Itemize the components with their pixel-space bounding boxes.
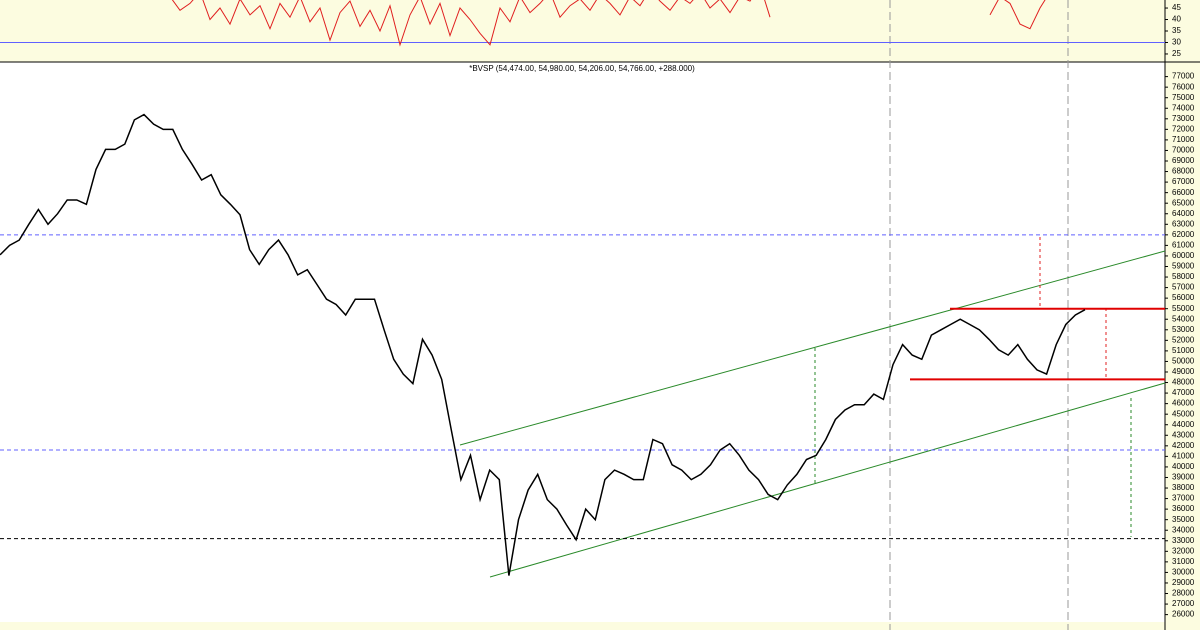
y-tick-label: 35 (1172, 26, 1181, 35)
y-tick-label: 51000 (1172, 346, 1195, 355)
y-tick-label: 63000 (1172, 219, 1195, 228)
y-tick-label: 56000 (1172, 293, 1195, 302)
y-tick-label: 65000 (1172, 198, 1195, 207)
y-tick-label: 27000 (1172, 599, 1195, 608)
y-tick-label: 40000 (1172, 462, 1195, 471)
y-tick-label: 45000 (1172, 409, 1195, 418)
y-tick-label: 73000 (1172, 114, 1195, 123)
y-tick-label: 59000 (1172, 262, 1195, 271)
y-tick-label: 49000 (1172, 367, 1195, 376)
y-tick-label: 70000 (1172, 146, 1195, 155)
y-tick-label: 48000 (1172, 378, 1195, 387)
y-tick-label: 55000 (1172, 304, 1195, 313)
y-tick-label: 32000 (1172, 546, 1195, 555)
y-tick-label: 76000 (1172, 82, 1195, 91)
y-tick-label: 66000 (1172, 188, 1195, 197)
series-line (0, 113, 1086, 576)
y-tick-label: 30000 (1172, 568, 1195, 577)
y-tick-label: 52000 (1172, 335, 1195, 344)
series-line (171, 0, 1046, 47)
y-tick-label: 69000 (1172, 156, 1195, 165)
y-tick-label: 68000 (1172, 167, 1195, 176)
y-tick-label: 31000 (1172, 557, 1195, 566)
y-tick-label: 42000 (1172, 441, 1195, 450)
y-tick-label: 30 (1172, 38, 1181, 47)
channel-lower (489, 382, 1166, 578)
y-tick-label: 33000 (1172, 536, 1195, 545)
y-tick-label: 75000 (1172, 93, 1195, 102)
y-tick-label: 45 (1172, 3, 1181, 12)
y-tick-label: 72000 (1172, 124, 1195, 133)
y-tick-label: 60000 (1172, 251, 1195, 260)
y-tick-label: 25 (1172, 49, 1181, 58)
indicator-panel (0, 0, 1200, 62)
y-tick-label: 28000 (1172, 589, 1195, 598)
bottom-strip (0, 622, 1165, 630)
y-tick-label: 50000 (1172, 357, 1195, 366)
y-tick-label: 26000 (1172, 610, 1195, 619)
y-tick-label: 64000 (1172, 209, 1195, 218)
y-tick-label: 36000 (1172, 504, 1195, 513)
y-tick-label: 34000 (1172, 525, 1195, 534)
y-tick-label: 61000 (1172, 241, 1195, 250)
y-tick-label: 71000 (1172, 135, 1195, 144)
y-tick-label: 67000 (1172, 177, 1195, 186)
y-tick-label: 39000 (1172, 473, 1195, 482)
y-tick-label: 46000 (1172, 399, 1195, 408)
y-tick-label: 57000 (1172, 283, 1195, 292)
y-tick-label: 38000 (1172, 483, 1195, 492)
axis-panel (1165, 62, 1200, 630)
y-tick-label: 58000 (1172, 272, 1195, 281)
y-tick-label: 77000 (1172, 72, 1195, 81)
y-tick-label: 47000 (1172, 388, 1195, 397)
y-tick-label: 40 (1172, 15, 1181, 24)
y-tick-label: 35000 (1172, 515, 1195, 524)
y-tick-label: 74000 (1172, 103, 1195, 112)
chart-title: *BVSP (54,474.00, 54,980.00, 54,206.00, … (469, 64, 695, 73)
y-tick-label: 62000 (1172, 230, 1195, 239)
y-tick-label: 54000 (1172, 314, 1195, 323)
channel-upper (459, 250, 1166, 446)
y-tick-label: 29000 (1172, 578, 1195, 587)
y-tick-label: 53000 (1172, 325, 1195, 334)
y-tick-label: 43000 (1172, 430, 1195, 439)
y-tick-label: 37000 (1172, 494, 1195, 503)
y-tick-label: 44000 (1172, 420, 1195, 429)
y-tick-label: 41000 (1172, 451, 1195, 460)
